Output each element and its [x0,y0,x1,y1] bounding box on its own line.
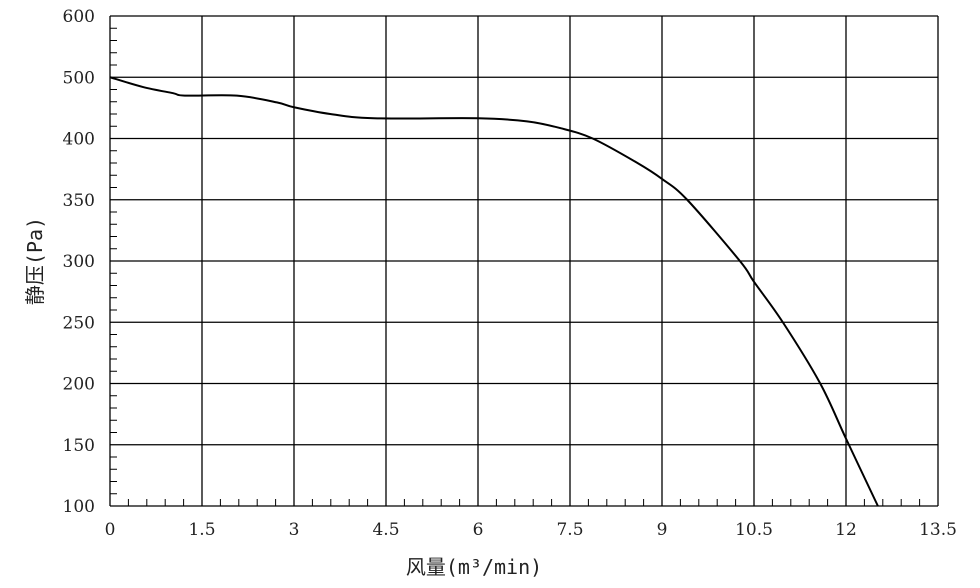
y-tick-label: 300 [63,252,95,272]
y-axis-title: 静压(Pa) [23,217,47,305]
x-tick-label: 13.5 [919,520,957,540]
x-tick-label: 12 [835,520,857,540]
y-tick-label: 600 [63,7,95,27]
y-tick-label: 200 [63,375,95,395]
series-line [109,76,879,507]
x-tick-label: 10.5 [735,520,773,540]
x-tick-labels: 0 1.5 3 4.5 6 7.5 9 10.5 12 13.5 [105,520,957,540]
x-tick-label: 0 [105,520,116,540]
y-tick-label: 100 [63,497,95,517]
x-tick-label: 7.5 [556,520,583,540]
y-tick-label: 250 [63,313,95,333]
y-tick-label: 500 [63,68,95,88]
x-tick-label: 4.5 [372,520,399,540]
x-axis-title: 风量(m³/min) [406,555,542,579]
minor-ticks [110,27,921,506]
x-tick-label: 1.5 [188,520,215,540]
x-tick-label: 9 [657,520,668,540]
x-tick-label: 3 [289,520,300,540]
y-tick-label: 150 [63,436,95,456]
y-tick-label: 350 [63,191,95,211]
y-tick-label: 400 [63,130,95,150]
grid [109,15,939,507]
x-tick-label: 6 [473,520,484,540]
y-tick-labels: 100 150 200 250 300 350 400 500 600 [63,7,95,517]
